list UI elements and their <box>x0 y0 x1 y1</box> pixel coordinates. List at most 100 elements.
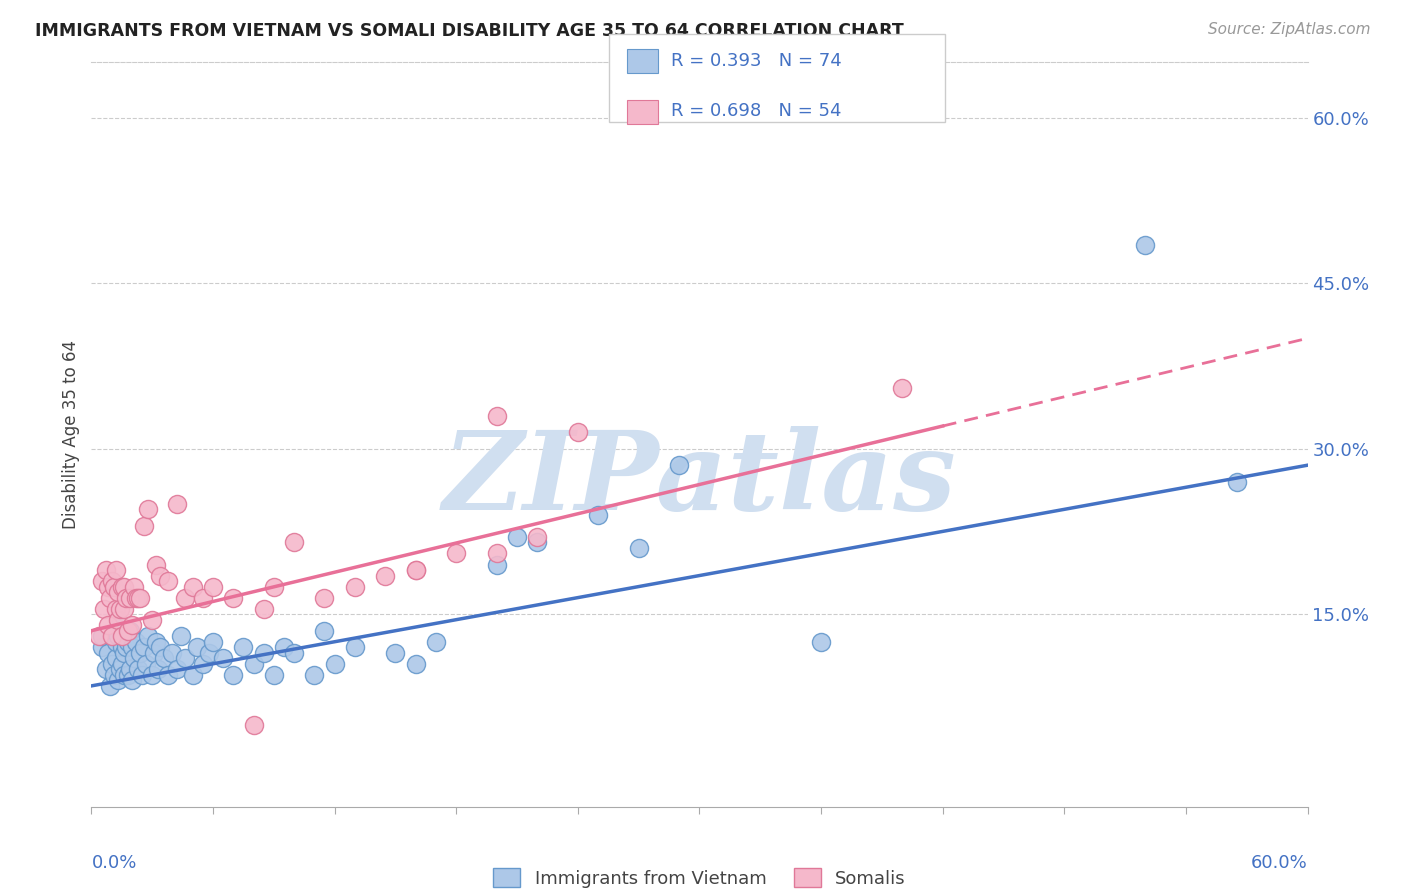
Point <box>94 563 117 577</box>
Point <box>132 519 155 533</box>
Point <box>100 629 122 643</box>
Point <box>104 634 127 648</box>
Point <box>384 646 406 660</box>
Point <box>131 668 153 682</box>
Point <box>668 458 690 473</box>
Point <box>181 580 204 594</box>
Point <box>198 646 221 660</box>
Point <box>103 580 125 594</box>
Point <box>117 624 139 638</box>
Point <box>181 668 204 682</box>
Point <box>100 629 122 643</box>
Text: 60.0%: 60.0% <box>1251 854 1308 871</box>
Point <box>627 541 650 555</box>
Point <box>304 668 326 682</box>
Text: Source: ZipAtlas.com: Source: ZipAtlas.com <box>1208 22 1371 37</box>
Point <box>97 646 120 660</box>
Text: R = 0.393   N = 74: R = 0.393 N = 74 <box>671 52 841 70</box>
Point <box>107 673 129 688</box>
Point <box>112 580 135 594</box>
Point <box>1135 237 1157 252</box>
Point <box>117 634 139 648</box>
Point <box>173 651 195 665</box>
Point <box>1226 475 1249 489</box>
Point <box>115 591 138 605</box>
Point <box>485 409 508 423</box>
Point <box>202 634 225 648</box>
Point <box>111 580 134 594</box>
Point <box>98 591 121 605</box>
Text: R = 0.698   N = 54: R = 0.698 N = 54 <box>671 103 841 120</box>
Point <box>212 651 235 665</box>
Point <box>111 629 134 643</box>
Point <box>115 640 138 655</box>
Point <box>145 634 167 648</box>
Point <box>121 640 143 655</box>
Point <box>89 629 111 643</box>
Point <box>242 657 264 671</box>
Point <box>343 640 366 655</box>
Point <box>103 668 125 682</box>
Point <box>485 558 508 572</box>
Point <box>129 591 152 605</box>
Point <box>891 381 914 395</box>
Point <box>132 640 155 655</box>
Point <box>323 657 346 671</box>
Legend: Immigrants from Vietnam, Somalis: Immigrants from Vietnam, Somalis <box>486 862 912 892</box>
Point <box>157 574 180 588</box>
Point <box>149 640 172 655</box>
Point <box>232 640 254 655</box>
Point <box>94 662 117 676</box>
Point <box>166 662 188 676</box>
Point <box>141 668 163 682</box>
Point <box>107 585 129 599</box>
Point <box>108 662 131 676</box>
Point <box>153 651 176 665</box>
Point <box>118 591 141 605</box>
Point <box>586 508 609 522</box>
Point <box>157 668 180 682</box>
Point <box>129 646 152 660</box>
Point <box>148 662 170 676</box>
Point <box>202 580 225 594</box>
Point <box>90 574 112 588</box>
Point <box>149 568 172 582</box>
Point <box>118 624 141 638</box>
Point <box>191 591 214 605</box>
Text: IMMIGRANTS FROM VIETNAM VS SOMALI DISABILITY AGE 35 TO 64 CORRELATION CHART: IMMIGRANTS FROM VIETNAM VS SOMALI DISABI… <box>35 22 904 40</box>
Point <box>253 601 276 615</box>
Point <box>405 657 427 671</box>
Point <box>506 530 529 544</box>
Point <box>90 629 112 643</box>
Point <box>136 502 159 516</box>
Point <box>405 563 427 577</box>
Point <box>98 679 121 693</box>
Point <box>118 662 141 676</box>
Point <box>283 646 305 660</box>
Point <box>111 657 134 671</box>
Point <box>122 651 145 665</box>
Point <box>111 640 134 655</box>
Point <box>444 546 467 560</box>
Point <box>374 568 396 582</box>
Point <box>111 629 134 643</box>
Point <box>343 580 366 594</box>
Point <box>526 530 548 544</box>
Point <box>108 601 131 615</box>
Point <box>100 574 122 588</box>
Point <box>122 580 145 594</box>
Point <box>112 668 135 682</box>
Point <box>97 580 120 594</box>
Point <box>314 624 336 638</box>
Point <box>121 618 143 632</box>
Point <box>314 591 336 605</box>
Point <box>485 546 508 560</box>
Point <box>104 601 127 615</box>
Point <box>186 640 208 655</box>
Point <box>121 673 143 688</box>
Point <box>125 591 148 605</box>
Point <box>127 662 149 676</box>
Point <box>263 580 285 594</box>
Point <box>127 591 149 605</box>
Point <box>143 646 166 660</box>
